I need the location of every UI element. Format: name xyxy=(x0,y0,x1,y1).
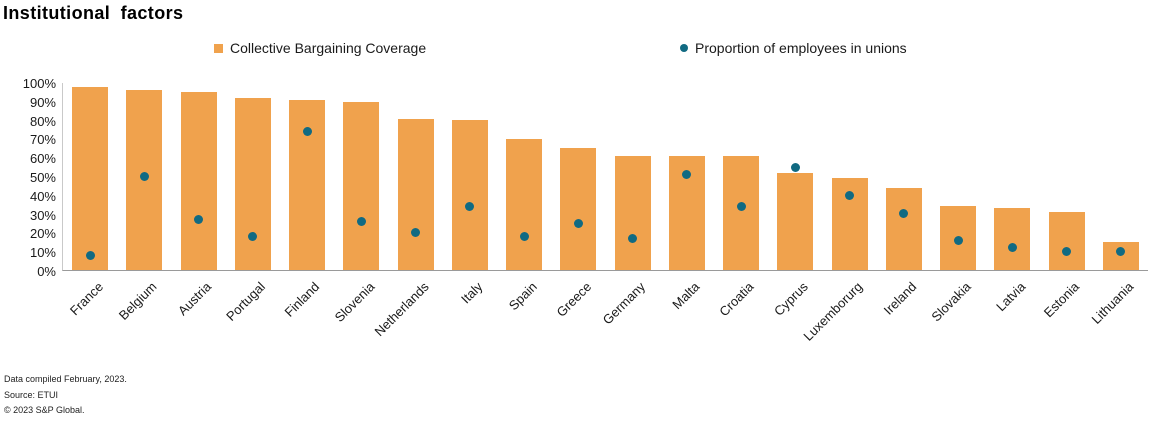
x-axis-label: Belgium xyxy=(116,279,160,323)
coverage-bar xyxy=(1102,241,1139,270)
union-proportion-dot xyxy=(1007,243,1017,253)
chart-column xyxy=(497,83,551,270)
x-axis-label: Malta xyxy=(669,279,703,313)
union-proportion-dot xyxy=(356,216,366,226)
x-axis-label: Austria xyxy=(175,279,215,319)
chart-column xyxy=(931,83,985,270)
x-axis-label: Latvia xyxy=(992,279,1028,315)
x-axis-label: Italy xyxy=(458,279,486,307)
union-proportion-dot xyxy=(519,231,529,241)
coverage-bar xyxy=(506,139,543,270)
legend-label-unions: Proportion of employees in unions xyxy=(695,40,907,56)
y-tick-label: 40% xyxy=(29,188,56,204)
chart-column xyxy=(606,83,660,270)
x-axis-label: Lithuania xyxy=(1088,279,1137,327)
union-proportion-dot xyxy=(139,172,149,181)
coverage-bar xyxy=(723,155,760,270)
chart-column xyxy=(660,83,714,270)
coverage-bar xyxy=(180,92,217,270)
chart-column xyxy=(714,83,768,270)
y-tick-label: 10% xyxy=(29,245,56,261)
dot-legend-swatch-icon xyxy=(680,44,688,52)
x-axis-label: Cyprus xyxy=(771,279,811,319)
coverage-bar xyxy=(234,97,271,270)
union-proportion-dot xyxy=(682,170,692,180)
x-axis-label: Spain xyxy=(505,279,540,314)
union-proportion-dot xyxy=(1062,246,1072,256)
legend-item-coverage: Collective Bargaining Coverage xyxy=(214,40,426,56)
x-axis-label: Slovakia xyxy=(928,279,974,325)
coverage-bar xyxy=(1048,212,1085,270)
coverage-bar xyxy=(343,101,380,270)
coverage-bar xyxy=(560,148,597,270)
x-axis-label: Finland xyxy=(281,279,323,320)
chart-column xyxy=(1094,83,1148,270)
y-tick-label: 30% xyxy=(29,207,56,223)
union-proportion-dot xyxy=(899,209,909,219)
x-axis-label: Ireland xyxy=(880,279,920,318)
union-proportion-dot xyxy=(628,233,638,243)
union-proportion-dot xyxy=(953,235,963,245)
x-axis-label: Croatia xyxy=(716,279,757,320)
coverage-bar xyxy=(72,86,109,270)
y-tick-label: 0% xyxy=(37,264,56,279)
y-tick-label: 60% xyxy=(29,151,56,167)
y-tick-label: 70% xyxy=(29,132,56,148)
coverage-bar xyxy=(614,155,651,270)
x-axis-label: Germany xyxy=(599,279,649,328)
x-axis-label: Portugal xyxy=(223,279,269,324)
footnote-source: Source: ETUI xyxy=(4,389,59,400)
coverage-bar xyxy=(289,99,326,270)
legend-label-coverage: Collective Bargaining Coverage xyxy=(230,40,427,56)
coverage-bar xyxy=(777,172,814,270)
coverage-bar xyxy=(451,120,488,270)
footnote-copyright: © 2023 S&P Global. xyxy=(4,405,85,415)
plot-area: France Belgium Austria Portugal Finland Slove… xyxy=(62,83,1148,344)
chart-column xyxy=(823,83,877,270)
y-tick-label: 80% xyxy=(29,113,56,129)
union-proportion-dot xyxy=(845,190,855,200)
chart-column xyxy=(334,83,388,270)
x-axis-label: Estonia xyxy=(1040,279,1083,321)
x-axis-label: Greece xyxy=(553,279,594,320)
chart-column xyxy=(63,83,117,270)
y-tick-label: 50% xyxy=(29,170,56,185)
chart-column xyxy=(172,83,226,270)
x-axis-label: Slovenia xyxy=(331,279,377,325)
y-tick-label: 100% xyxy=(22,76,56,91)
chart-column xyxy=(280,83,334,270)
y-tick-label: 20% xyxy=(29,226,56,242)
coverage-bar xyxy=(885,187,922,270)
bar-legend-swatch-icon xyxy=(214,43,223,53)
union-proportion-dot xyxy=(411,228,421,238)
coverage-bar xyxy=(397,118,434,270)
coverage-bar xyxy=(994,208,1031,270)
legend-item-unions: Proportion of employees in unions xyxy=(680,40,907,56)
union-proportion-dot xyxy=(194,215,204,225)
chart-column xyxy=(226,83,280,270)
chart-column xyxy=(117,83,171,270)
x-axis-label: France xyxy=(66,279,106,319)
union-proportion-dot xyxy=(736,201,746,211)
footnote-compiled: Data compiled February, 2023. xyxy=(4,374,127,384)
chart-column xyxy=(768,83,822,270)
chart-column xyxy=(985,83,1039,270)
union-proportion-dot xyxy=(573,218,583,228)
union-proportion-dot xyxy=(302,127,312,137)
chart-column xyxy=(877,83,931,270)
union-proportion-dot xyxy=(1116,246,1126,256)
union-proportion-dot xyxy=(85,250,95,260)
union-proportion-dot xyxy=(790,162,800,172)
chart-column xyxy=(1040,83,1094,270)
source-note: Data compiled February, 2023. Source: ET… xyxy=(4,372,127,419)
chart-title: Institutional factors xyxy=(3,3,184,23)
union-proportion-dot xyxy=(248,231,258,241)
x-axis-label: Netherlands xyxy=(371,279,432,340)
chart-column xyxy=(443,83,497,270)
y-tick-label: 90% xyxy=(29,94,56,110)
union-proportion-dot xyxy=(465,201,475,211)
chart-column xyxy=(551,83,605,270)
chart-column xyxy=(389,83,443,270)
